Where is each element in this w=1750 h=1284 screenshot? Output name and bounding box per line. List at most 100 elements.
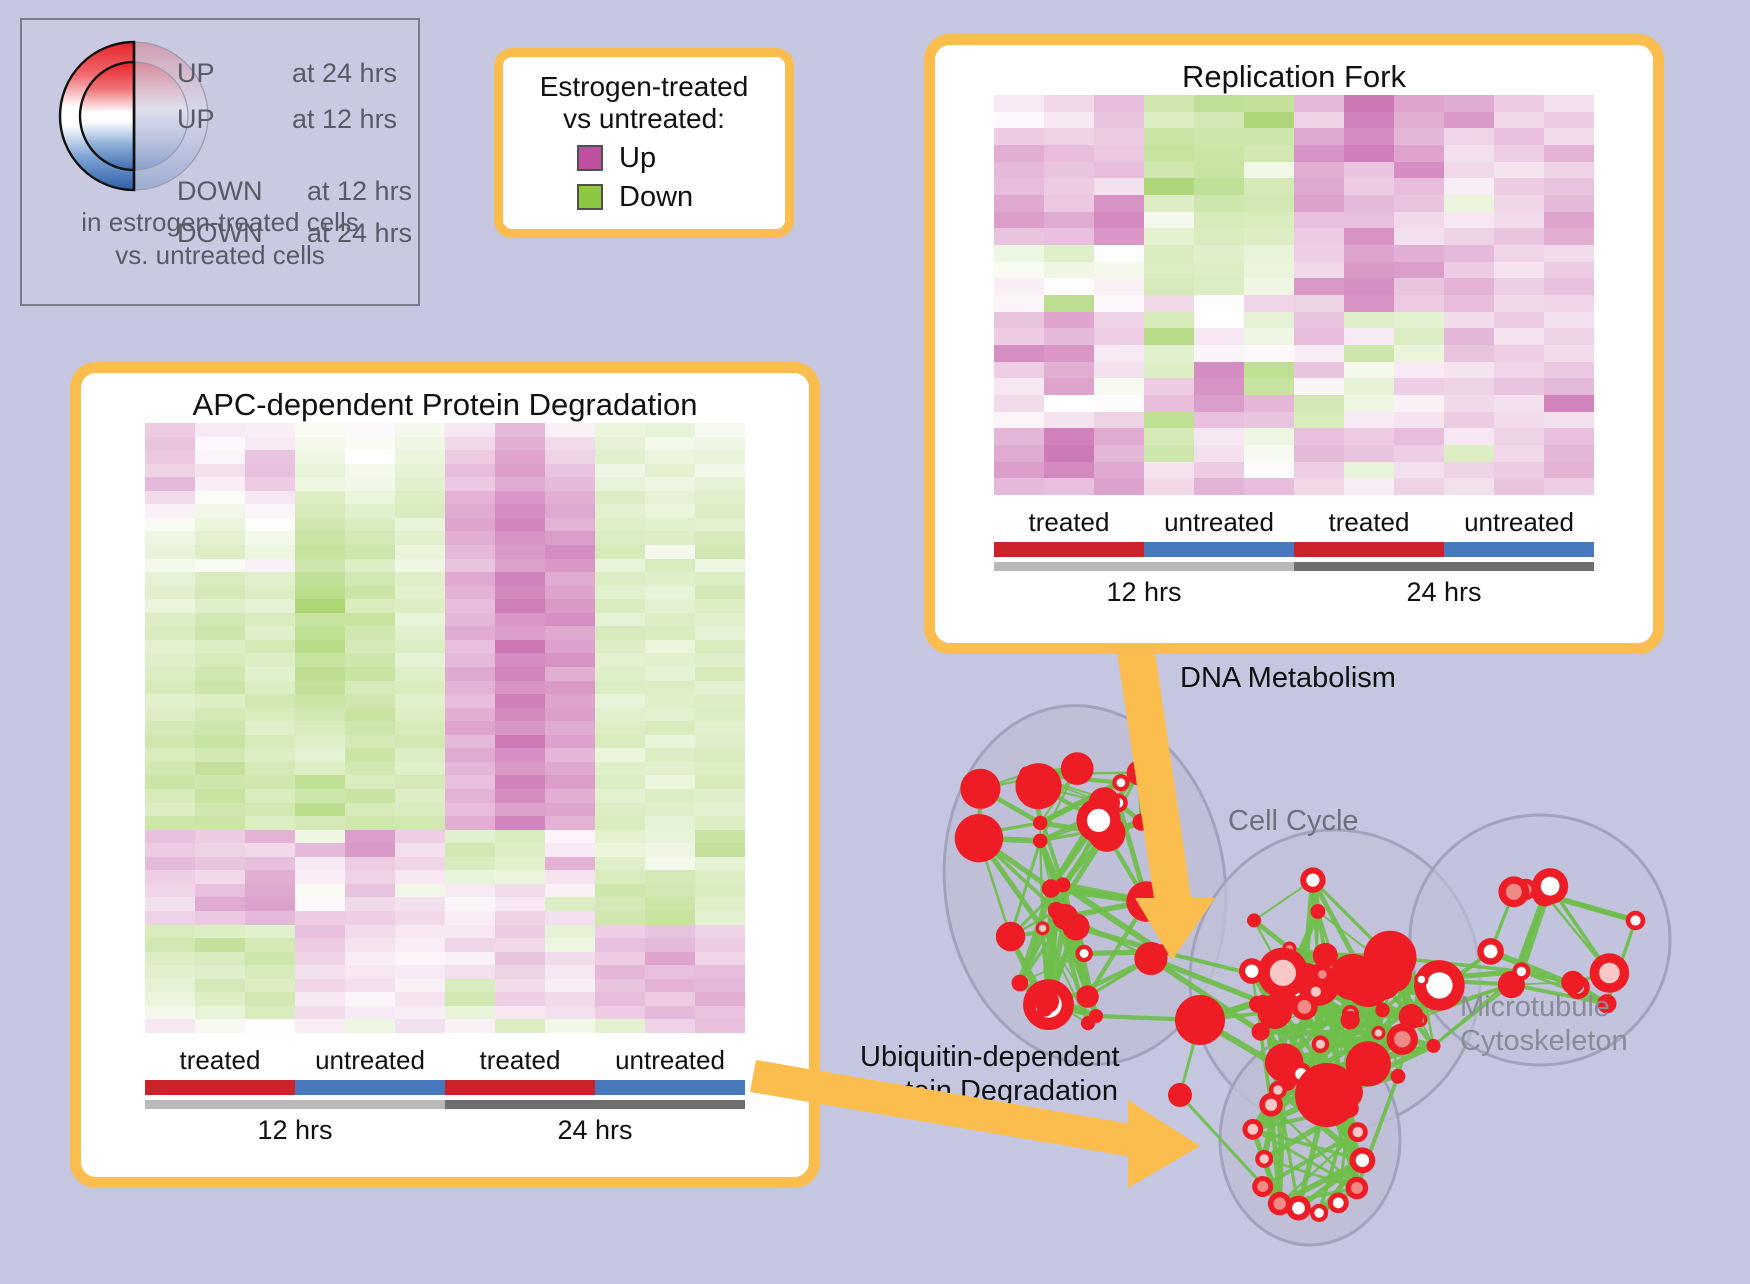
heatmap-cell <box>345 491 395 505</box>
network-node[interactable] <box>1477 938 1504 965</box>
network-node[interactable] <box>1126 881 1167 922</box>
heatmap-cell <box>695 423 745 437</box>
heatmap-cell <box>1394 412 1444 429</box>
network-node[interactable] <box>1268 1192 1292 1216</box>
network-node[interactable] <box>1052 904 1078 930</box>
network-node[interactable] <box>1081 1016 1095 1030</box>
heatmap-cell <box>1044 212 1094 229</box>
network-node[interactable] <box>1346 1177 1369 1200</box>
network-node[interactable] <box>1076 985 1098 1007</box>
network-node[interactable] <box>1328 1193 1349 1214</box>
heatmap-cell <box>695 1019 745 1033</box>
heatmap-cell <box>1344 412 1394 429</box>
heatmap-cell <box>145 803 195 817</box>
network-node[interactable] <box>1388 964 1407 983</box>
heatmap-cell <box>545 694 595 708</box>
heatmap-cell <box>1044 245 1094 262</box>
heatmap-cell <box>695 518 745 532</box>
heatmap-cell <box>1044 395 1094 412</box>
heatmap-cell <box>645 925 695 939</box>
heatmap-cell <box>1094 345 1144 362</box>
network-node[interactable] <box>1154 944 1169 959</box>
heatmap-cell <box>395 721 445 735</box>
network-node[interactable] <box>1269 1081 1287 1099</box>
network-node[interactable] <box>1344 958 1393 1007</box>
network-node[interactable] <box>1313 943 1338 968</box>
network-node[interactable] <box>1015 763 1061 809</box>
network-node[interactable] <box>1371 1026 1385 1040</box>
heatmap-cell <box>645 843 695 857</box>
network-node[interactable] <box>1036 921 1050 935</box>
network-node[interactable] <box>1498 876 1529 907</box>
heatmap-cell <box>1344 395 1394 412</box>
heatmap-cell <box>495 843 545 857</box>
network-node[interactable] <box>1350 1147 1376 1173</box>
network-node[interactable] <box>960 769 1000 809</box>
heatmap-cell <box>245 450 295 464</box>
network-node[interactable] <box>1590 953 1630 993</box>
heatmap-cell <box>245 952 295 966</box>
network-node[interactable] <box>1255 1150 1273 1168</box>
heatmap-cell <box>1144 228 1194 245</box>
network-node[interactable] <box>1391 1069 1406 1084</box>
network-node[interactable] <box>1239 958 1265 984</box>
network-node[interactable] <box>1375 1003 1389 1017</box>
network-node[interactable] <box>1414 972 1428 986</box>
heatmap-cell <box>345 775 395 789</box>
heatmap-cell <box>695 992 745 1006</box>
network-node[interactable] <box>1112 774 1129 791</box>
network-node[interactable] <box>1532 868 1568 904</box>
network-node[interactable] <box>1295 1063 1359 1127</box>
heatmap-cell <box>245 531 295 545</box>
network-node[interactable] <box>1249 996 1266 1013</box>
heatmap-cell <box>295 843 345 857</box>
network-node[interactable] <box>1037 1001 1053 1017</box>
network-node[interactable] <box>1341 1010 1360 1029</box>
heatmap-cell <box>295 504 345 518</box>
network-node[interactable] <box>1252 1176 1273 1197</box>
heatmap-cell <box>545 518 595 532</box>
network-node[interactable] <box>1061 752 1094 785</box>
network-node[interactable] <box>1055 877 1070 892</box>
heatmap-cell <box>1494 112 1544 129</box>
network-node[interactable] <box>1133 814 1150 831</box>
heatmap-cell <box>245 897 295 911</box>
network-node[interactable] <box>996 922 1025 951</box>
heatmap-cell <box>645 870 695 884</box>
network-node[interactable] <box>1291 994 1317 1020</box>
network-node[interactable] <box>1512 962 1530 980</box>
network-node[interactable] <box>1033 816 1047 830</box>
network-node[interactable] <box>1300 867 1325 892</box>
network-node[interactable] <box>1247 913 1261 927</box>
network-node[interactable] <box>1076 798 1120 842</box>
heatmap-cell <box>345 653 395 667</box>
heatmap-cell <box>595 450 645 464</box>
heatmap-cell <box>1444 162 1494 179</box>
heatmap-cell <box>1294 145 1344 162</box>
network-node[interactable] <box>1075 945 1092 962</box>
heatmap-cell <box>445 911 495 925</box>
network-node[interactable] <box>1399 1004 1424 1029</box>
heatmap-cell <box>245 762 295 776</box>
network-node[interactable] <box>959 829 973 843</box>
heatmap-cell <box>994 328 1044 345</box>
heatmap-cell <box>1394 228 1444 245</box>
network-node[interactable] <box>1127 760 1152 785</box>
network-node[interactable] <box>1012 975 1029 992</box>
heatmap-cell <box>1144 178 1194 195</box>
network-node[interactable] <box>1242 1119 1263 1140</box>
heatmap-cell <box>345 450 395 464</box>
network-node[interactable] <box>1168 1083 1192 1107</box>
network-node[interactable] <box>1310 1204 1328 1222</box>
network-node[interactable] <box>1310 904 1325 919</box>
heatmap-cell <box>1344 328 1394 345</box>
network-node[interactable] <box>1626 911 1646 931</box>
network-node[interactable] <box>1348 1122 1368 1142</box>
network-node[interactable] <box>1312 1035 1330 1053</box>
network-node[interactable] <box>1033 834 1048 849</box>
network-node[interactable] <box>1314 966 1330 982</box>
network-node[interactable] <box>1175 995 1225 1045</box>
network-node[interactable] <box>1427 1039 1441 1053</box>
heatmap-cell <box>495 518 545 532</box>
heatmap-cell <box>595 572 645 586</box>
